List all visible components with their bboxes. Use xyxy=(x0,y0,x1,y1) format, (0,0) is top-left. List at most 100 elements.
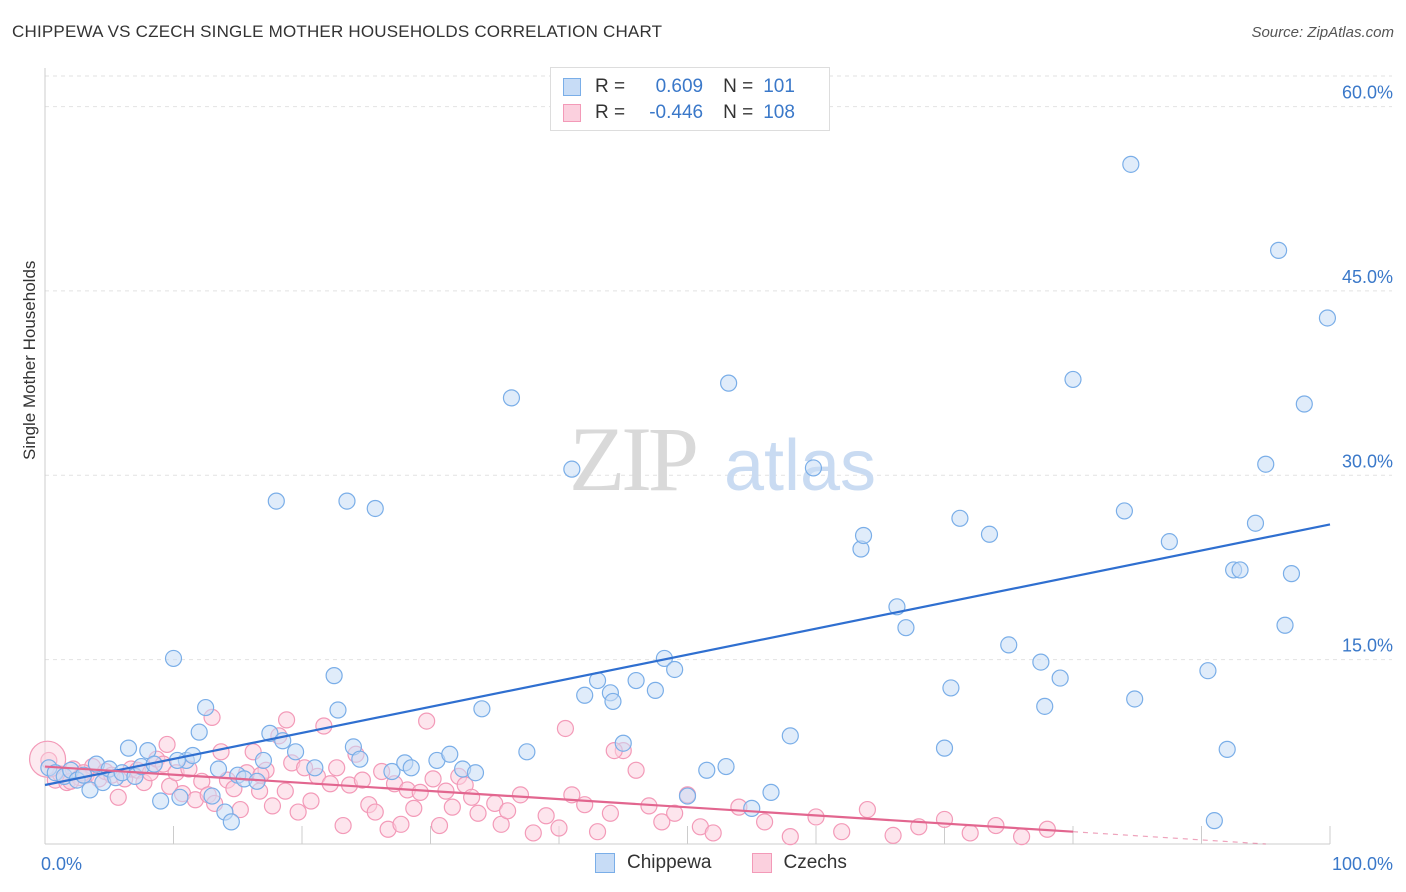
chippewa-point xyxy=(267,492,285,510)
chippewa-point xyxy=(152,792,170,810)
chippewa-point xyxy=(1036,697,1054,715)
chippewa-point xyxy=(518,743,536,761)
chippewa-point xyxy=(203,787,221,805)
chippewa-point xyxy=(254,751,273,770)
chippewa-trend-line xyxy=(44,523,1331,787)
chippewa-point xyxy=(935,739,954,757)
czechs-point xyxy=(353,771,371,789)
legend-item-chippewa: Chippewa xyxy=(595,852,712,874)
chippewa-point xyxy=(366,499,384,518)
czechs-point xyxy=(961,824,979,842)
czechs-point xyxy=(537,807,555,825)
chippewa-point xyxy=(804,459,823,477)
chippewa-point xyxy=(781,727,799,745)
chippewa-point xyxy=(717,757,735,776)
czechs-point xyxy=(277,711,296,729)
chippewa-point xyxy=(678,787,697,805)
czechs-point xyxy=(328,759,346,777)
czechs-point xyxy=(524,824,542,842)
tick-labels: 15.0% 30.0% 45.0% 60.0% 0.0% 100.0% xyxy=(41,83,1393,874)
czechs-points xyxy=(28,708,1056,846)
czechs-point xyxy=(418,712,436,730)
chippewa-point xyxy=(1064,370,1082,389)
czechs-point xyxy=(653,813,671,831)
czechs-point xyxy=(807,808,825,826)
czechs-trend-line xyxy=(44,765,1074,833)
chippewa-point xyxy=(563,460,581,478)
watermark-zip: ZIP xyxy=(569,408,696,510)
chippewa-point xyxy=(743,799,761,817)
chippewa-point xyxy=(1160,533,1178,551)
chippewa-point xyxy=(502,389,521,407)
chippewa-point xyxy=(698,761,716,779)
czechs-point xyxy=(405,799,423,817)
chippewa-point xyxy=(666,660,684,679)
chippewa-point xyxy=(286,743,305,761)
legend-r-label: R = xyxy=(595,76,626,97)
chippewa-point xyxy=(1276,616,1294,634)
x-tick-label: 100.0% xyxy=(1332,854,1393,874)
czechs-point xyxy=(550,819,568,837)
chippewa-point xyxy=(854,526,873,545)
chippewa-point xyxy=(1282,565,1301,583)
chippewa-point xyxy=(325,667,343,685)
chippewa-point xyxy=(1246,514,1265,532)
czechs-swatch xyxy=(563,104,581,122)
y-tick-label: 45.0% xyxy=(1342,267,1393,287)
chippewa-point xyxy=(306,759,324,777)
y-tick-label: 60.0% xyxy=(1342,83,1393,103)
legend-n-value-czechs: 108 xyxy=(763,102,795,123)
czechs-point xyxy=(833,823,851,841)
y-tick-label: 30.0% xyxy=(1342,451,1393,471)
chippewa-point xyxy=(190,723,208,741)
czechs-point xyxy=(755,813,774,831)
y-tick-label: 15.0% xyxy=(1342,636,1393,656)
chippewa-point xyxy=(1199,662,1217,680)
czechs-point xyxy=(556,719,575,738)
chippewa-point xyxy=(627,671,645,690)
chippewa-point xyxy=(351,750,369,768)
czechs-point xyxy=(263,797,282,815)
chippewa-point xyxy=(1000,636,1018,654)
czechs-point xyxy=(627,761,645,779)
chippewa-point xyxy=(646,681,664,699)
chippewa-point xyxy=(466,764,485,782)
chippewa-point xyxy=(222,813,240,831)
chippewa-point xyxy=(402,759,420,777)
chippewa-point xyxy=(338,492,356,510)
legend-n-label: N = xyxy=(723,102,754,123)
czechs-point xyxy=(511,786,530,804)
chippewa-point xyxy=(441,745,459,763)
czechs-point xyxy=(576,796,594,814)
czechs-point xyxy=(499,802,517,820)
czechs-point xyxy=(443,798,461,816)
chippewa-point xyxy=(164,649,183,668)
legend-row-chippewa: R = 0.609 N = 101 xyxy=(563,75,795,99)
chippewa-point xyxy=(197,698,215,717)
chippewa-point xyxy=(1295,395,1313,413)
chippewa-point xyxy=(171,788,189,806)
chippewa-point xyxy=(604,692,622,711)
chippewa-point xyxy=(942,679,960,697)
czechs-point xyxy=(884,826,902,844)
czechs-point xyxy=(289,803,307,821)
czechs-point xyxy=(588,823,607,841)
czechs-trend-extension xyxy=(1072,831,1266,845)
czechs-point xyxy=(158,735,176,754)
legend-r-value-chippewa: 0.609 xyxy=(655,76,704,97)
czechs-point xyxy=(366,803,384,821)
chart-title: CHIPPEWA VS CZECH SINGLE MOTHER HOUSEHOL… xyxy=(12,22,663,41)
chippewa-point xyxy=(1051,669,1069,687)
legend-r-label: R = xyxy=(595,102,626,123)
legend-label-czechs: Czechs xyxy=(783,852,847,873)
czechs-point xyxy=(212,743,230,761)
chippewa-swatch xyxy=(563,78,581,96)
chippewa-point xyxy=(1032,653,1050,671)
czechs-point xyxy=(276,782,294,800)
legend-r-value-czechs: -0.446 xyxy=(649,102,704,123)
czechs-point xyxy=(392,815,410,833)
chippewa-point xyxy=(614,734,632,752)
chippewa-point xyxy=(81,781,99,799)
chippewa-point xyxy=(119,739,138,757)
